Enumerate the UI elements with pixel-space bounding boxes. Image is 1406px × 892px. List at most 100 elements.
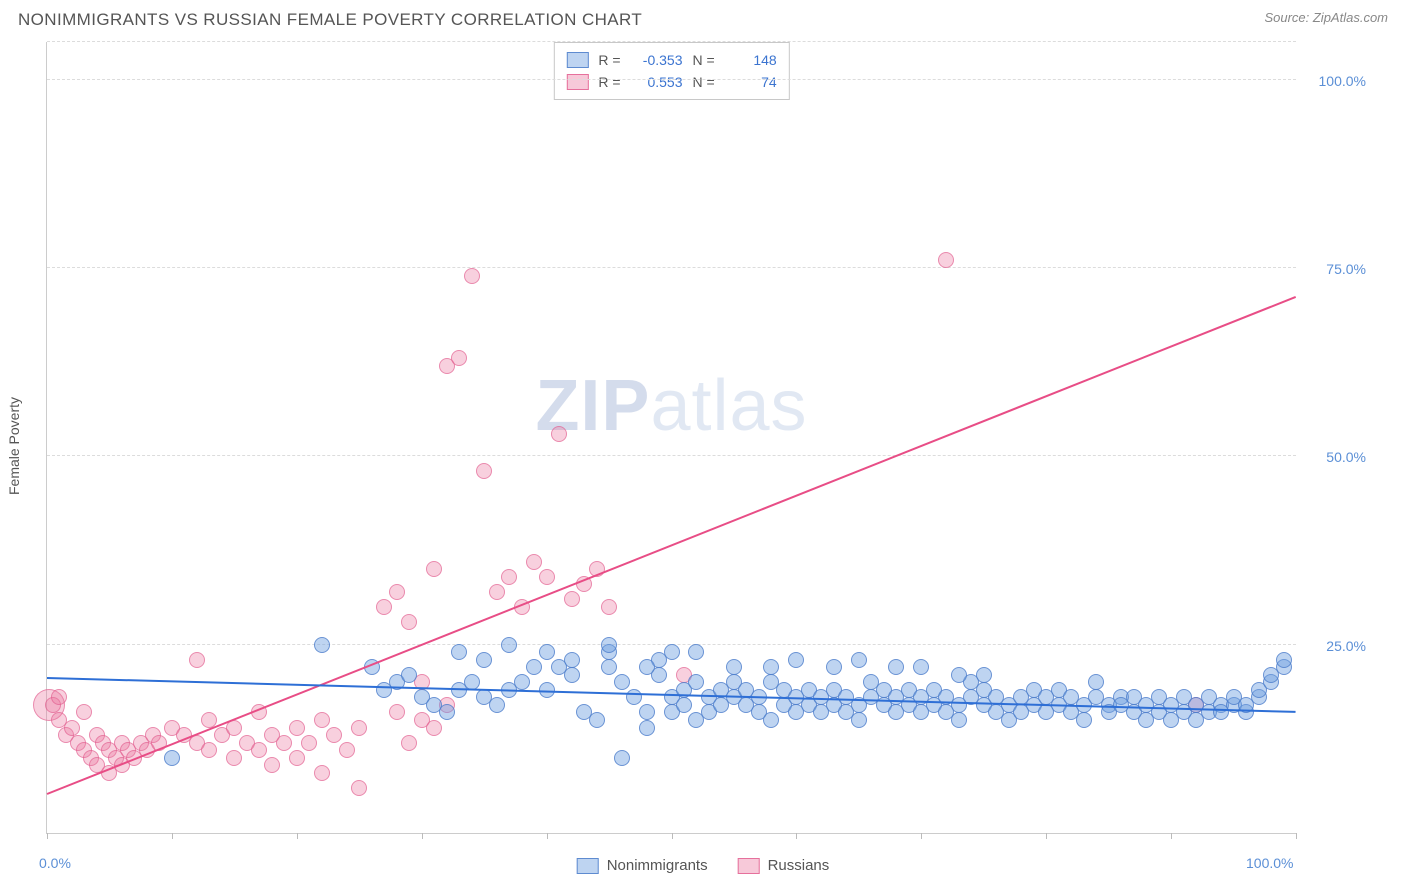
data-point [564,652,580,668]
stat-n-label: N = [693,49,715,71]
legend-item-nonimmigrants: Nonimmigrants [577,857,708,874]
data-point [1088,674,1104,690]
grid-line [47,267,1296,268]
data-point [189,652,205,668]
stat-r-value: 0.553 [631,71,683,93]
x-tick [47,833,48,839]
data-point [664,644,680,660]
data-point [826,659,842,675]
x-tick [1046,833,1047,839]
data-point [614,674,630,690]
grid-line [47,41,1296,42]
x-tick-label: 0.0% [39,855,71,871]
x-tick [796,833,797,839]
data-point [726,659,742,675]
data-point [676,697,692,713]
data-point [1276,652,1292,668]
data-point [539,644,555,660]
data-point [351,780,367,796]
data-point [314,712,330,728]
stats-box: R = -0.353 N = 148 R = 0.553 N = 74 [553,42,789,100]
data-point [289,750,305,766]
grid-line [47,79,1296,80]
data-point [201,742,217,758]
stat-r-label: R = [598,49,620,71]
data-point [564,591,580,607]
x-tick [672,833,673,839]
y-tick-label: 50.0% [1326,449,1366,465]
data-point [1076,712,1092,728]
chart-area: ZIPatlas R = -0.353 N = 148 R = 0.553 N … [46,42,1296,834]
data-point [451,350,467,366]
data-point [539,569,555,585]
stats-row-0: R = -0.353 N = 148 [566,49,776,71]
data-point [326,727,342,743]
y-tick-label: 100.0% [1319,73,1366,89]
data-point [401,735,417,751]
data-point [951,712,967,728]
data-point [688,644,704,660]
data-point [639,659,655,675]
data-point [451,644,467,660]
legend-swatch-blue [577,858,599,874]
data-point [301,735,317,751]
data-point [401,667,417,683]
chart-title: NONIMMIGRANTS VS RUSSIAN FEMALE POVERTY … [18,10,642,30]
data-point [976,667,992,683]
stats-row-1: R = 0.553 N = 74 [566,71,776,93]
legend-swatch-pink [566,74,588,90]
legend-swatch-pink [738,858,760,874]
stat-r-label: R = [598,71,620,93]
data-point [601,659,617,675]
data-point [439,704,455,720]
data-point [888,659,904,675]
data-point [589,712,605,728]
data-point [501,637,517,653]
data-point [76,704,92,720]
legend-label: Nonimmigrants [607,857,708,874]
data-point [389,704,405,720]
data-point [851,652,867,668]
stat-n-value: 74 [725,71,777,93]
x-tick [1171,833,1172,839]
x-tick-label: 100.0% [1246,855,1293,871]
legend-item-russians: Russians [738,857,830,874]
data-point [601,599,617,615]
stat-n-value: 148 [725,49,777,71]
data-point [763,659,779,675]
stat-r-value: -0.353 [631,49,683,71]
data-point [614,750,630,766]
watermark: ZIPatlas [535,365,807,447]
x-tick [921,833,922,839]
data-point [226,750,242,766]
stat-n-label: N = [693,71,715,93]
data-point [426,561,442,577]
data-point [688,674,704,690]
legend-label: Russians [768,857,830,874]
data-point [639,704,655,720]
data-point [314,765,330,781]
data-point [951,667,967,683]
data-point [788,652,804,668]
data-point [639,720,655,736]
x-tick [297,833,298,839]
grid-line [47,455,1296,456]
data-point [376,599,392,615]
y-tick-label: 25.0% [1326,638,1366,654]
data-point [514,674,530,690]
legend-swatch-blue [566,52,588,68]
data-point [426,720,442,736]
data-point [164,750,180,766]
source-label: Source: ZipAtlas.com [1264,10,1388,25]
data-point [913,659,929,675]
data-point [251,742,267,758]
data-point [526,554,542,570]
data-point [489,697,505,713]
data-point [464,268,480,284]
data-point [401,614,417,630]
data-point [763,712,779,728]
x-tick [1296,833,1297,839]
y-axis-label: Female Poverty [6,397,22,495]
y-tick-label: 75.0% [1326,261,1366,277]
data-point [314,637,330,653]
